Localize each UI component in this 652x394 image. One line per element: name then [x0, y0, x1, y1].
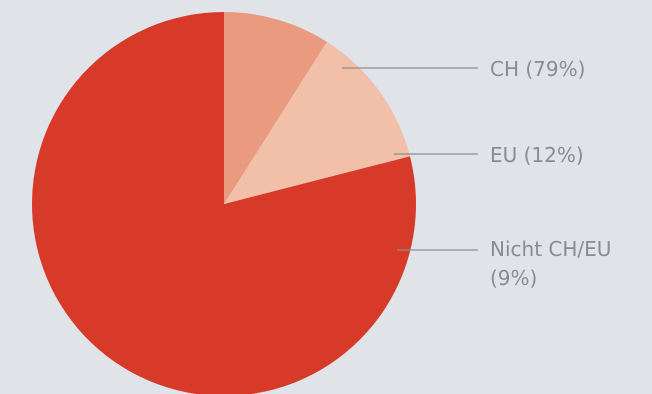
label-eu: EU (12%): [490, 143, 584, 167]
pie-slice-ch: [32, 12, 416, 394]
pie-slices: [32, 12, 416, 394]
label-eu-line-1: EU (12%): [490, 143, 584, 167]
label-ch: CH (79%): [490, 57, 585, 81]
pie-slice-nicht-ch-eu: [224, 12, 327, 204]
slice-labels: CH (79%) EU (12%) Nicht CH/EU (9%): [490, 57, 618, 290]
label-nicht-ch-eu-line-1: Nicht CH/EU: [490, 237, 611, 261]
leader-lines: [342, 67, 478, 251]
pie-slice-eu: [224, 41, 410, 204]
label-ch-line-1: CH (79%): [490, 57, 585, 81]
label-nicht-ch-eu: Nicht CH/EU (9%): [490, 237, 618, 290]
label-nicht-ch-eu-line-2: (9%): [490, 266, 537, 290]
